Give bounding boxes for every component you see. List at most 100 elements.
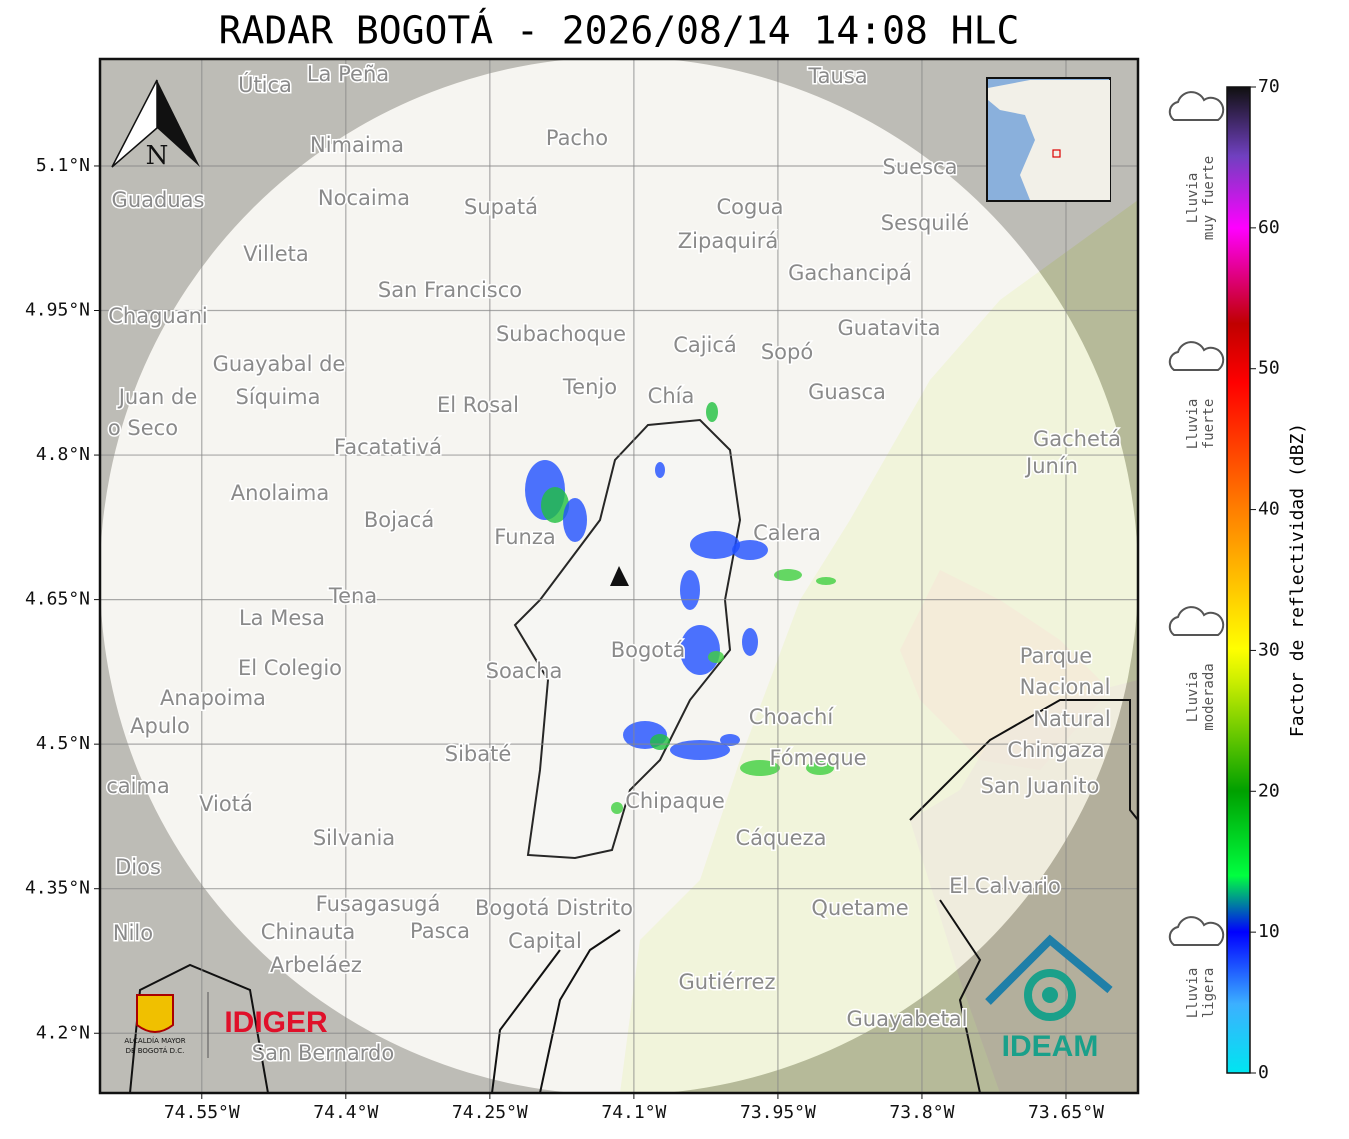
rain-class-label: Lluvia (1185, 672, 1201, 723)
place-label: San Francisco (378, 278, 522, 302)
place-label: Sibaté (445, 742, 512, 766)
place-label: Chaguani (108, 304, 208, 328)
x-tick-label: 73.95°W (740, 1102, 816, 1123)
x-tick-label: 73.8°W (889, 1102, 954, 1123)
place-label: La Peña (307, 62, 389, 86)
logo-ideam-text: IDEAM (1002, 1030, 1099, 1063)
x-tick-label: 73.65°W (1028, 1102, 1104, 1123)
place-label: Capital (508, 929, 582, 953)
place-label: Bogotá Distrito (475, 896, 633, 920)
place-label: Tena (328, 584, 377, 608)
place-label: Gachancipá (788, 261, 912, 285)
echo (650, 734, 670, 750)
colorbar-tick-label: 70 (1258, 76, 1280, 97)
place-label: Guatavita (838, 316, 941, 340)
y-tick-label: 4.2°N (36, 1022, 90, 1043)
colorbar-tick-label: 50 (1258, 358, 1280, 379)
y-tick-label: 4.95°N (25, 300, 90, 321)
axes: 74.55°W 74.4°W 74.25°W 74.1°W 73.95°W 73.8°W 7… (25, 155, 1104, 1123)
boundaries (129, 699, 1138, 1093)
echo (670, 740, 730, 760)
place-label: Cáqueza (736, 826, 827, 850)
rain-class-label: ligera (1201, 968, 1217, 1019)
echo (655, 462, 665, 478)
colorbar-tick-label: 40 (1258, 499, 1280, 520)
echo (611, 802, 623, 814)
x-tick-label: 74.55°W (164, 1102, 240, 1123)
x-tick-label: 74.4°W (313, 1102, 378, 1123)
place-label: Guasca (808, 380, 886, 404)
place-label: Anolaima (231, 481, 329, 505)
place-label: caima (106, 774, 170, 798)
place-label: Nilo (113, 921, 153, 945)
rain-class-label: Lluvia (1185, 173, 1201, 224)
echo (690, 531, 740, 559)
place-label: Chía (648, 384, 695, 408)
echo (706, 402, 718, 422)
colorbar-tick-label: 0 (1258, 1062, 1269, 1083)
logo-idiger: IDIGER (224, 1006, 328, 1039)
north-label: N (146, 141, 169, 171)
place-label: Villeta (243, 242, 308, 266)
y-tick-label: 4.65°N (25, 589, 90, 610)
y-tick-label: 4.8°N (36, 444, 90, 465)
place-label: San Juanito (981, 774, 1100, 798)
place-label: La Mesa (239, 606, 325, 630)
place-label: Chipaque (625, 789, 725, 813)
title: RADAR BOGOTÁ - 2026/08/14 14:08 HLC (219, 9, 1020, 53)
rain-class-label: Lluvia (1185, 968, 1201, 1019)
place-label: Gutiérrez (679, 970, 776, 994)
place-label: Soacha (486, 659, 563, 683)
colorbar-ticks: 0 10 20 30 40 50 60 70 (1250, 76, 1280, 1083)
map: La Peña Útica Tausa Pacho Nimaima Suesca Guadu… (100, 59, 1138, 1093)
place-label: Fómeque (769, 746, 866, 770)
place-label: Silvania (313, 826, 395, 850)
inset-map (986, 77, 1111, 202)
cloud (1168, 606, 1225, 636)
place-label: Guayabal de (213, 352, 346, 376)
place-label: Gachetá (1033, 427, 1121, 451)
place-label: Cogua (716, 195, 783, 219)
echo (720, 734, 740, 746)
place-label: Quetame (811, 896, 908, 920)
place-label: Supatá (464, 195, 538, 219)
place-label: Bojacá (364, 508, 434, 532)
place-label: Choachí (749, 705, 835, 729)
logo-text: DE BOGOTÁ D.C. (126, 1046, 185, 1055)
place-label: Pasca (410, 919, 470, 943)
place-label: Junín (1024, 454, 1078, 478)
x-tick-label: 74.1°W (601, 1102, 666, 1123)
grid (100, 59, 1138, 1093)
rain-class-label: moderada (1201, 663, 1217, 730)
map-frame (98, 57, 1140, 1095)
colorbar (1226, 86, 1251, 1074)
place-label: Facatativá (334, 435, 442, 459)
colorbar-label: Factor de reflectividad (dBZ) (1287, 423, 1308, 737)
colorbar-tick-label: 20 (1258, 780, 1280, 801)
place-label: Juan de (117, 385, 198, 409)
cloud (1168, 916, 1225, 946)
cloud-icon (1168, 341, 1225, 371)
place-label: Nocaima (318, 186, 410, 210)
echo (774, 569, 802, 581)
logo-text: ALCALDÍA MAYOR (124, 1036, 185, 1045)
place-label: El Rosal (437, 393, 519, 417)
echo (680, 570, 700, 610)
rain-class-label: Lluvia (1185, 399, 1201, 450)
place-label: Natural (1033, 707, 1110, 731)
place-label: Síquima (236, 385, 321, 409)
echo (816, 577, 836, 585)
echo (708, 651, 724, 663)
place-label: El Colegio (238, 656, 342, 680)
place-label: Útica (238, 72, 292, 97)
place-label: Zipaquirá (678, 229, 778, 253)
place-label: San Bernardo (252, 1041, 394, 1065)
place-label: Arbeláez (270, 953, 362, 977)
place-label: Anapoima (160, 686, 266, 710)
place-label: Chingaza (1007, 738, 1104, 762)
cloud-icon (1168, 91, 1225, 121)
place-label: Sesquilé (881, 211, 969, 235)
place-label: Pacho (546, 126, 608, 150)
echo (541, 487, 569, 523)
